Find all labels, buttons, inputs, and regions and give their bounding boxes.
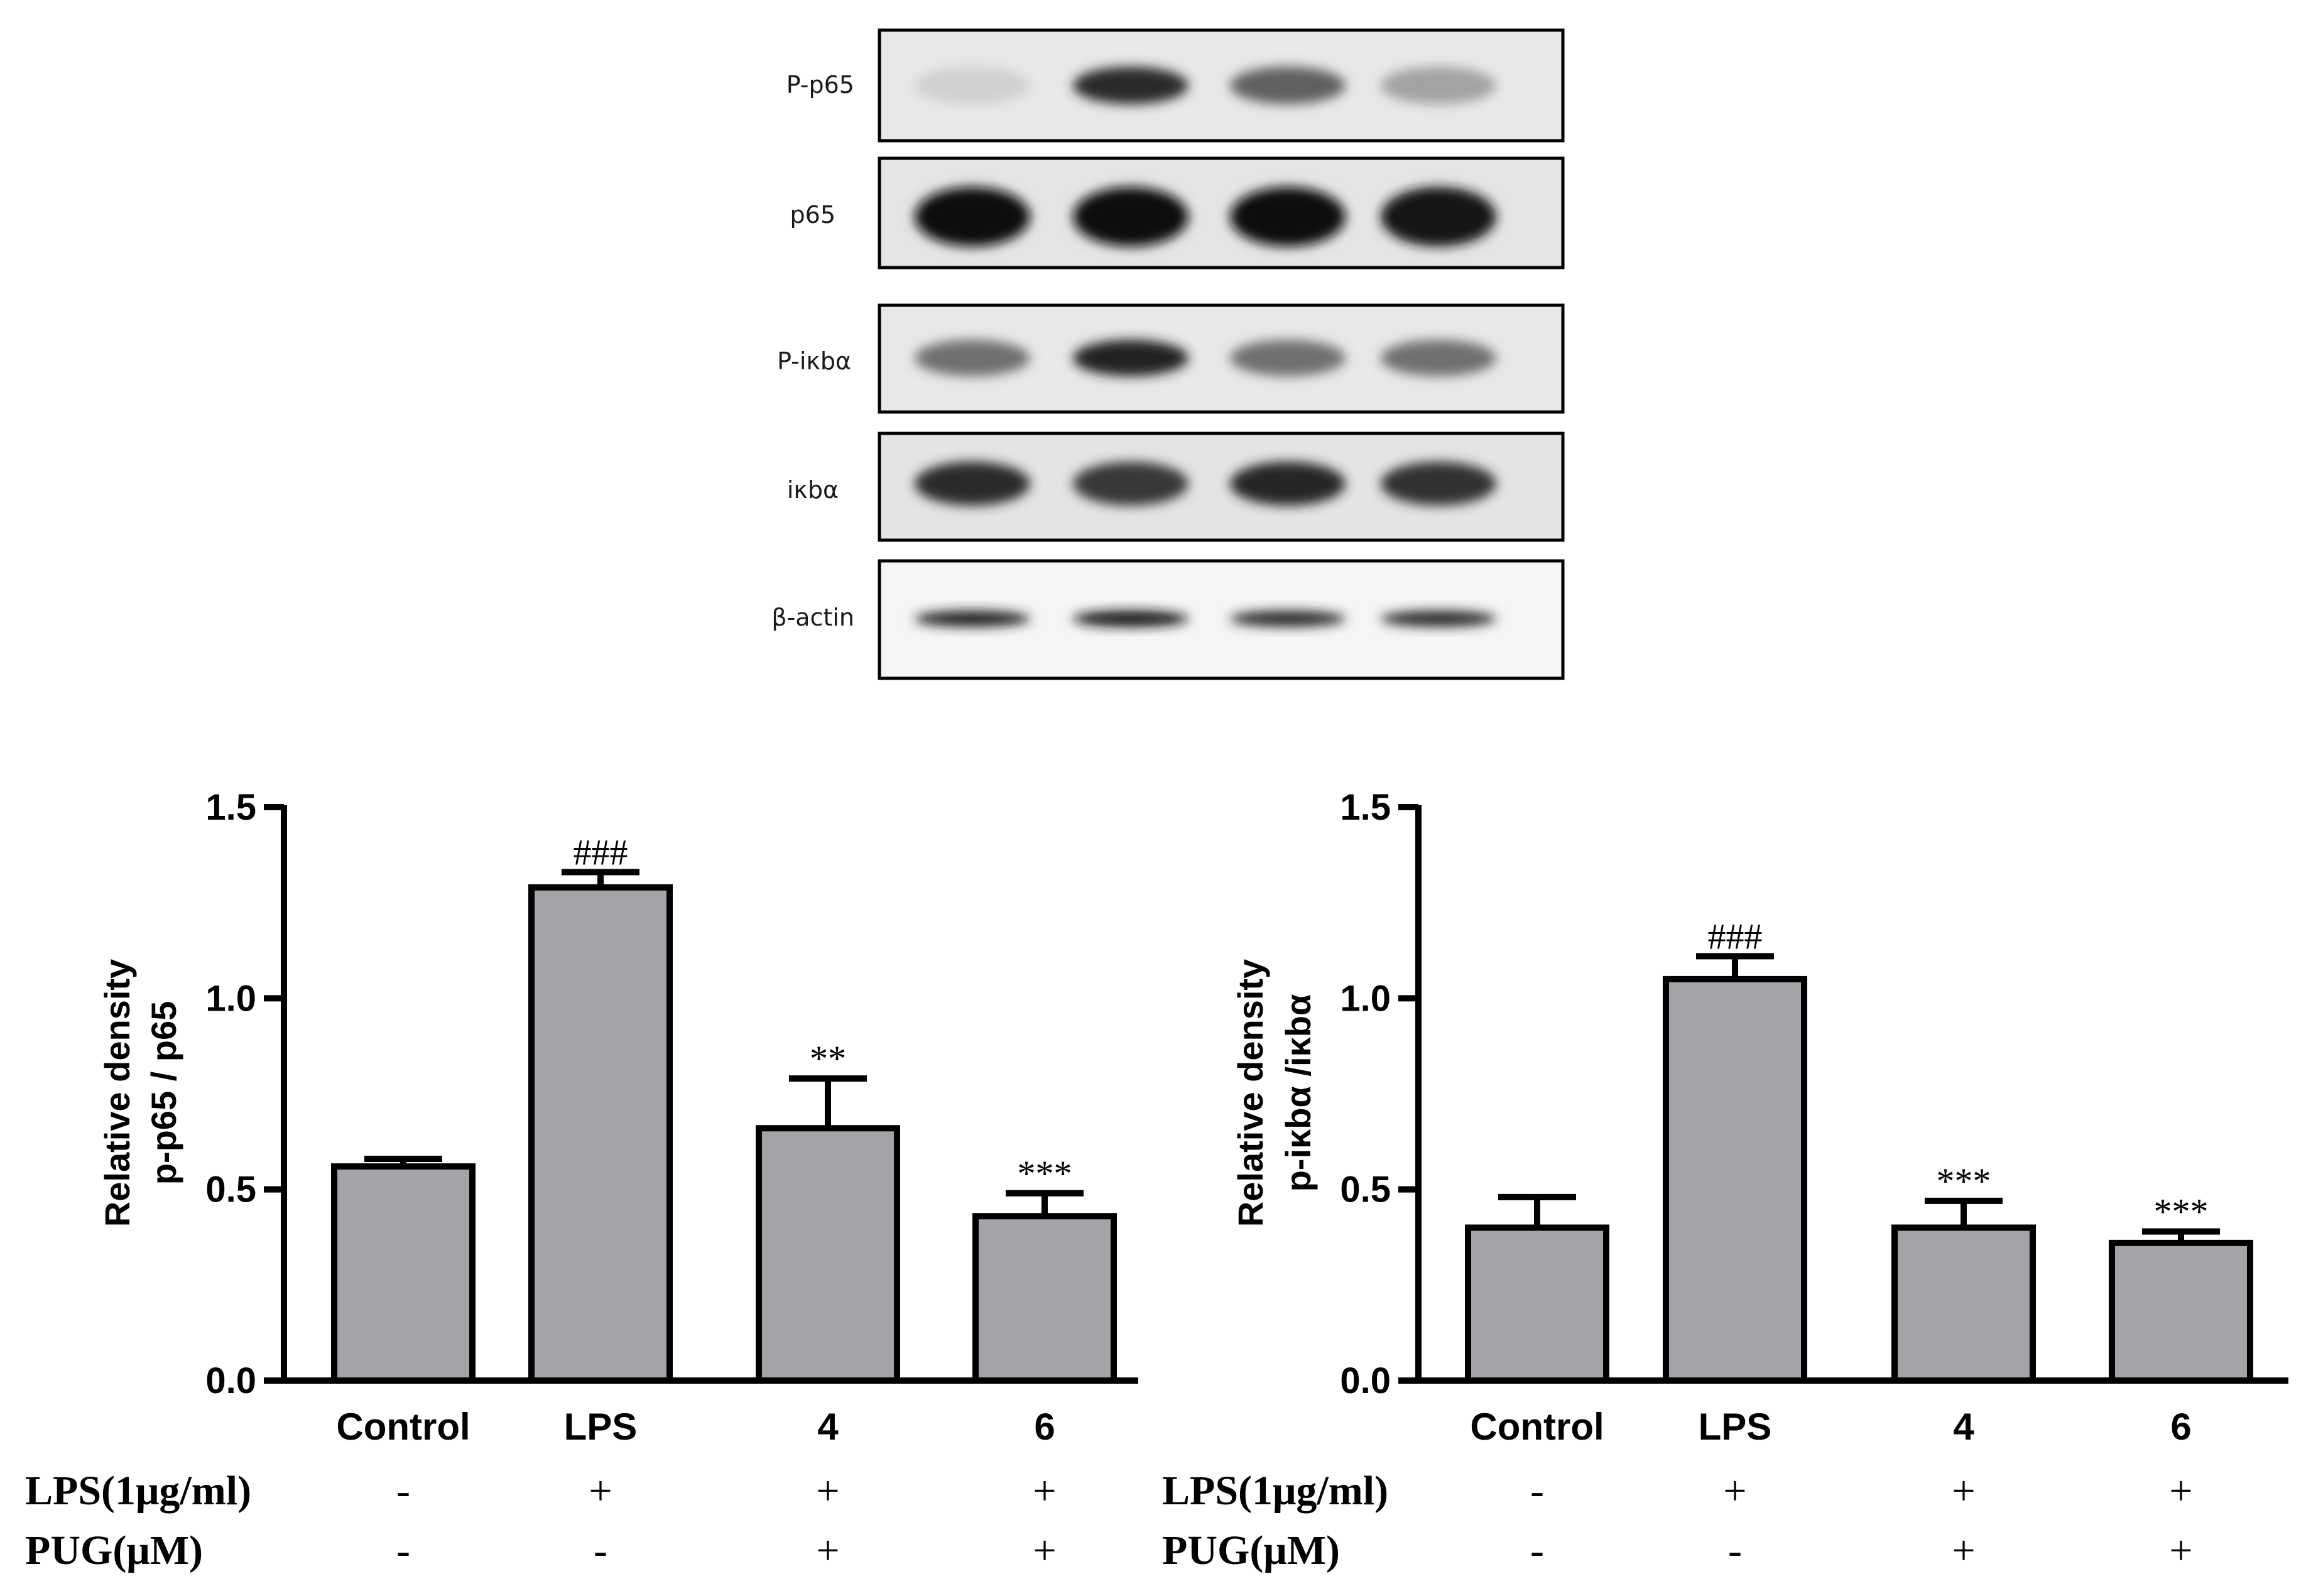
blot-band (915, 340, 1030, 376)
y-tick-label: 0.0 (205, 1360, 256, 1401)
significance-label: *** (1937, 1161, 1991, 1202)
category-label: 4 (1953, 1406, 1974, 1448)
blot-label-beta-actin: β-actin (771, 604, 854, 631)
significance-label: ### (1708, 916, 1763, 957)
category-label: 6 (1034, 1406, 1055, 1448)
y-axis-label-line1: Relative density (1231, 959, 1270, 1227)
treatment-sign: + (1952, 1468, 1975, 1514)
y-tick-label: 0.5 (205, 1170, 256, 1210)
treatment-sign: + (1723, 1468, 1746, 1514)
significance-label: ** (810, 1038, 846, 1079)
category-label: Control (336, 1406, 470, 1448)
blot-band (1381, 187, 1496, 247)
chart-p-ikba: Control ### LPS *** 4 *** 6 0.0 0.5 1.0 1.5 Relati… (1231, 787, 2288, 1448)
y-tick-label: 1.5 (1340, 787, 1391, 828)
treatment-sign: + (2169, 1528, 2192, 1573)
y-axis-label-line2: p-p65 / p65 (144, 1001, 183, 1185)
treatment-sign: - (1530, 1468, 1544, 1514)
blot-band (1381, 340, 1496, 376)
bar (528, 884, 673, 1384)
blot-row: p65 (790, 156, 1565, 269)
treatment-label-lps: LPS(1μg/ml) (1162, 1468, 1388, 1514)
treatment-sign: - (594, 1528, 607, 1573)
treatment-sign: + (589, 1468, 612, 1514)
blot-band (1230, 340, 1346, 376)
blot-band (1230, 611, 1346, 627)
treatment-sign: - (396, 1468, 410, 1514)
blot-band (915, 67, 1030, 104)
blot-band (1073, 462, 1188, 506)
significance-label: *** (2154, 1192, 2209, 1232)
y-axis-label-line1: Relative density (97, 959, 137, 1227)
category-label: 6 (2170, 1406, 2191, 1448)
blot-label-ikba: iκbα (787, 476, 839, 504)
bar (331, 1163, 476, 1384)
treatment-sign: + (816, 1468, 839, 1514)
blot-band (1230, 187, 1346, 247)
y-tick-label: 1.0 (205, 978, 256, 1019)
blot-label-p-ikba: P-iκbα (777, 347, 851, 375)
significance-label: *** (1018, 1153, 1072, 1194)
treatment-sign: - (396, 1528, 410, 1573)
category-label: LPS (1699, 1406, 1772, 1448)
treatment-sign: + (1033, 1528, 1056, 1573)
treatment-table-right: LPS(1μg/ml) PUG(μM) - + + + - - + + (1162, 1468, 2193, 1573)
bar (972, 1213, 1117, 1384)
blot-band (1073, 340, 1188, 376)
blot-band (1073, 611, 1188, 627)
category-label: 4 (817, 1406, 839, 1448)
western-blot: P-p65 p65 P-iκbα iκbα β-actin (771, 28, 1565, 680)
treatment-label-pug: PUG(μM) (25, 1528, 203, 1573)
blot-band (915, 187, 1030, 247)
bar (756, 1125, 900, 1384)
bar (2109, 1239, 2253, 1384)
blot-band (1230, 67, 1346, 104)
blot-band (1381, 67, 1496, 104)
y-axis-label-line2: p-iκbα /iκbα (1278, 994, 1318, 1192)
blot-row: β-actin (771, 559, 1565, 680)
blot-band (1073, 187, 1188, 247)
treatment-table-left: LPS(1μg/ml) PUG(μM) - + + + - - + + (25, 1468, 1057, 1573)
bar (1663, 975, 1807, 1384)
blot-band (1230, 462, 1346, 506)
blot-band (915, 462, 1030, 506)
blot-row: iκbα (787, 432, 1565, 542)
significance-label: ### (574, 832, 628, 872)
treatment-sign: + (816, 1528, 839, 1573)
blot-label-p65: p65 (790, 201, 835, 229)
treatment-sign: - (1728, 1528, 1742, 1573)
treatment-label-pug: PUG(μM) (1162, 1528, 1340, 1573)
y-tick-label: 0.5 (1340, 1170, 1391, 1210)
blot-band (1381, 611, 1496, 627)
category-label: LPS (564, 1406, 638, 1448)
y-tick-label: 1.5 (205, 787, 256, 828)
y-tick-label: 0.0 (1340, 1360, 1391, 1401)
blot-row: P-p65 (786, 28, 1565, 143)
blot-band (1073, 67, 1188, 104)
treatment-sign: + (1033, 1468, 1056, 1514)
blot-row: P-iκbα (777, 303, 1565, 414)
chart-p-p65: Control ### LPS ** 4 *** 6 0.0 0.5 1.0 1.5 Relativ… (97, 787, 1138, 1448)
treatment-sign: + (2169, 1468, 2192, 1514)
blot-label-p-p65: P-p65 (786, 71, 854, 99)
y-tick-label: 1.0 (1340, 978, 1391, 1019)
bar (1891, 1224, 2036, 1384)
treatment-sign: - (1530, 1528, 1544, 1573)
blot-band (915, 611, 1030, 627)
blot-band (1381, 462, 1496, 506)
category-label: Control (1470, 1406, 1604, 1448)
bar (1465, 1224, 1609, 1384)
treatment-label-lps: LPS(1μg/ml) (25, 1468, 251, 1514)
treatment-sign: + (1952, 1528, 1975, 1573)
